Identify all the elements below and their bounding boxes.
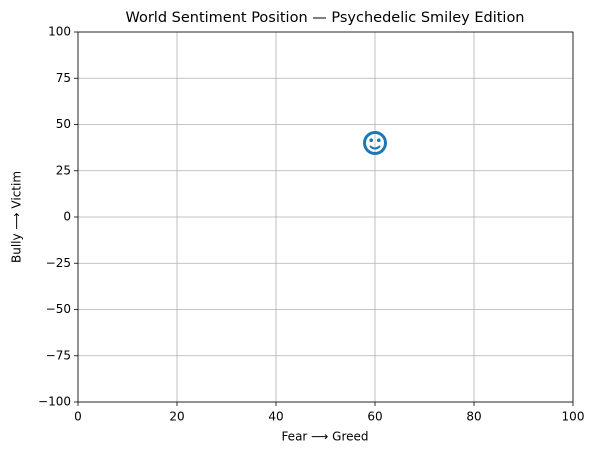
x-tick-label: 60 (367, 410, 382, 424)
x-tick-label: 40 (268, 410, 283, 424)
smiley-eye (369, 138, 374, 142)
y-tick-label: 50 (56, 117, 71, 131)
y-tick-label: 0 (63, 210, 71, 224)
y-tick-label: 25 (56, 163, 71, 177)
y-tick-label: −25 (46, 256, 71, 270)
y-axis-label: Bully ⟶ Victim (10, 171, 24, 263)
x-tick-label: 100 (562, 410, 585, 424)
y-tick-label: 100 (48, 25, 71, 39)
x-tick-label: 80 (466, 410, 481, 424)
x-tick-label: 0 (74, 410, 82, 424)
y-tick-label: −100 (38, 395, 71, 409)
x-tick-label: 20 (169, 410, 184, 424)
chart-title: World Sentiment Position — Psychedelic S… (125, 10, 524, 26)
y-tick-label: −75 (46, 348, 71, 362)
smiley-mouth (369, 145, 381, 150)
smiley-face (363, 131, 387, 155)
y-tick-label: −50 (46, 302, 71, 316)
plot-frame (77, 31, 574, 403)
x-axis-label: Fear ⟶ Greed (281, 430, 368, 444)
smiley-marker (363, 131, 387, 155)
y-tick-label: 75 (56, 71, 71, 85)
smiley-eye (377, 138, 381, 142)
